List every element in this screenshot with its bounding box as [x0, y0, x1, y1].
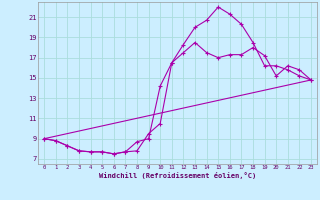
X-axis label: Windchill (Refroidissement éolien,°C): Windchill (Refroidissement éolien,°C) [99, 172, 256, 179]
